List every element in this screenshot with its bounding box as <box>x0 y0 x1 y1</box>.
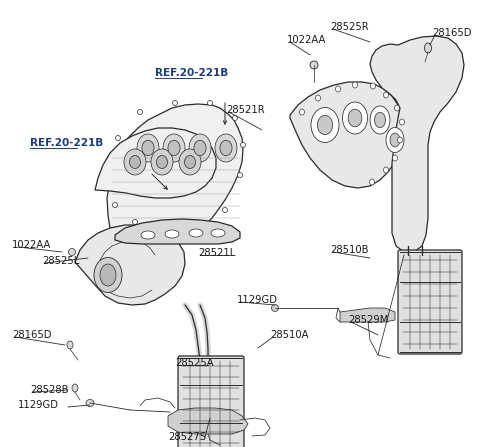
Polygon shape <box>340 308 395 322</box>
Polygon shape <box>75 225 185 305</box>
Polygon shape <box>107 104 243 230</box>
Ellipse shape <box>137 134 159 162</box>
Ellipse shape <box>348 109 362 127</box>
Text: 28529M: 28529M <box>348 315 388 325</box>
Ellipse shape <box>137 110 143 114</box>
Ellipse shape <box>141 231 155 239</box>
Polygon shape <box>370 36 464 252</box>
Ellipse shape <box>163 225 168 231</box>
Ellipse shape <box>86 400 94 406</box>
FancyBboxPatch shape <box>178 356 244 447</box>
Ellipse shape <box>165 230 179 238</box>
Ellipse shape <box>94 257 122 292</box>
Ellipse shape <box>371 83 375 89</box>
Ellipse shape <box>172 101 178 105</box>
Ellipse shape <box>336 86 340 92</box>
Ellipse shape <box>384 167 388 173</box>
Ellipse shape <box>124 149 146 175</box>
Ellipse shape <box>223 207 228 212</box>
Ellipse shape <box>142 140 154 156</box>
Ellipse shape <box>240 143 245 148</box>
Text: REF.20-221B: REF.20-221B <box>155 68 228 78</box>
Ellipse shape <box>384 92 388 98</box>
Ellipse shape <box>194 140 206 156</box>
Ellipse shape <box>393 155 397 161</box>
Text: 28521R: 28521R <box>226 105 264 115</box>
Ellipse shape <box>116 135 120 140</box>
Ellipse shape <box>184 156 195 169</box>
Ellipse shape <box>112 202 118 207</box>
Ellipse shape <box>132 219 137 224</box>
Ellipse shape <box>352 82 358 88</box>
Ellipse shape <box>424 43 432 53</box>
Text: 28525R: 28525R <box>330 22 369 32</box>
Ellipse shape <box>397 137 403 143</box>
Text: 28528B: 28528B <box>30 385 69 395</box>
Ellipse shape <box>390 133 400 147</box>
Ellipse shape <box>315 95 321 101</box>
Ellipse shape <box>192 225 197 231</box>
Ellipse shape <box>130 156 141 169</box>
Ellipse shape <box>370 106 390 134</box>
Text: 28165D: 28165D <box>432 28 471 38</box>
Ellipse shape <box>220 140 232 156</box>
Ellipse shape <box>100 264 116 286</box>
Ellipse shape <box>386 127 404 152</box>
Text: 1022AA: 1022AA <box>287 35 326 45</box>
Ellipse shape <box>69 249 75 256</box>
Text: 28510B: 28510B <box>330 245 369 255</box>
Ellipse shape <box>399 119 405 125</box>
Ellipse shape <box>238 173 242 177</box>
Ellipse shape <box>151 149 173 175</box>
Polygon shape <box>290 82 404 188</box>
FancyBboxPatch shape <box>398 250 462 354</box>
Ellipse shape <box>207 101 213 105</box>
Ellipse shape <box>211 229 225 237</box>
Polygon shape <box>115 219 240 244</box>
Ellipse shape <box>317 115 333 135</box>
Text: 1022AA: 1022AA <box>12 240 51 250</box>
Text: 28165D: 28165D <box>12 330 51 340</box>
Ellipse shape <box>72 384 78 392</box>
Text: 28510A: 28510A <box>270 330 309 340</box>
Ellipse shape <box>343 102 368 134</box>
Text: 1129GD: 1129GD <box>18 400 59 410</box>
Ellipse shape <box>272 304 278 312</box>
Ellipse shape <box>67 341 73 349</box>
Text: 28525A: 28525A <box>175 358 214 368</box>
Polygon shape <box>95 128 216 198</box>
Ellipse shape <box>374 112 385 128</box>
Text: 28525L: 28525L <box>42 256 79 266</box>
Ellipse shape <box>232 115 238 121</box>
Polygon shape <box>168 408 248 434</box>
Text: 1129GD: 1129GD <box>237 295 278 305</box>
Ellipse shape <box>189 134 211 162</box>
Text: 28521L: 28521L <box>198 248 235 258</box>
Ellipse shape <box>163 134 185 162</box>
Ellipse shape <box>395 105 399 111</box>
Ellipse shape <box>215 134 237 162</box>
Ellipse shape <box>179 149 201 175</box>
Ellipse shape <box>311 107 339 143</box>
Ellipse shape <box>189 229 203 237</box>
Ellipse shape <box>370 179 374 185</box>
Text: 28527S: 28527S <box>168 432 206 442</box>
Text: REF.20-221B: REF.20-221B <box>30 138 103 148</box>
Ellipse shape <box>156 156 168 169</box>
Ellipse shape <box>168 140 180 156</box>
Ellipse shape <box>310 61 318 69</box>
Ellipse shape <box>300 109 304 115</box>
